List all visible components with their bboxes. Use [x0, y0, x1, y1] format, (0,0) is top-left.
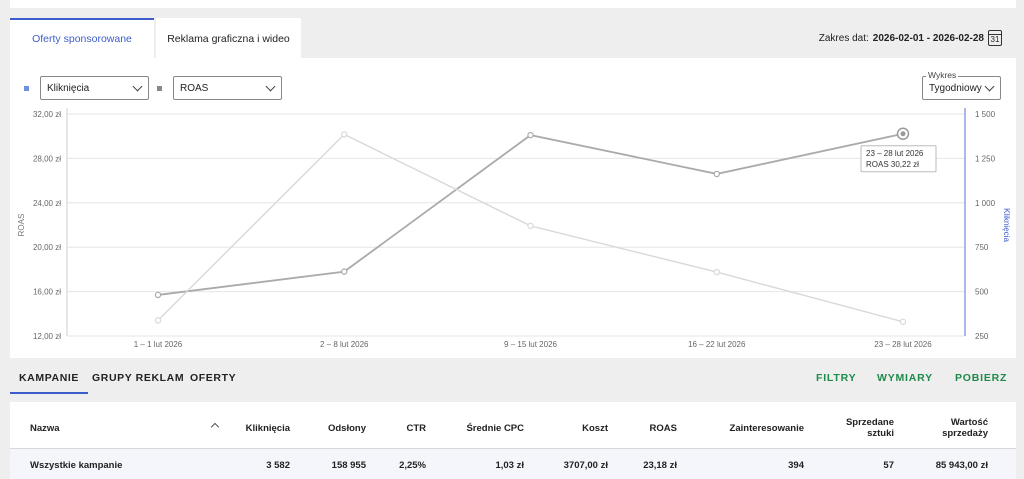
filters-button[interactable]: FILTRY	[816, 372, 857, 384]
tooltip-title: 23 – 28 lut 2026	[866, 149, 924, 158]
y-right-tick-label: 1 000	[975, 199, 996, 208]
calendar-icon[interactable]: 31	[988, 30, 1002, 46]
data-point-klikni-cia	[527, 222, 534, 230]
metric1-legend-marker	[24, 86, 29, 91]
y-right-tick-label: 250	[975, 332, 989, 341]
y-left-tick-label: 16,00 zł	[33, 288, 61, 297]
y-left-tick-label: 24,00 zł	[33, 199, 61, 208]
granularity-label: Wykres	[926, 70, 959, 80]
data-point-klikni-cia	[341, 131, 348, 138]
metric1-select-value: Kliknięcia	[47, 82, 90, 94]
y-right-tick-label: 500	[975, 288, 989, 297]
summary-cost: 3707,00 zł	[563, 460, 608, 471]
column-header-roas[interactable]: ROAS	[649, 423, 677, 434]
y-left-tick-label: 12,00 zł	[33, 332, 61, 341]
x-tick-label: 9 – 15 lut 2026	[504, 340, 557, 349]
column-header-interest[interactable]: Zainteresowanie	[729, 423, 804, 434]
data-point-roas	[527, 131, 534, 139]
campaigns-table: Nazwa Kliknięcia Odsłony CTR Średnie CPC…	[10, 402, 1016, 479]
data-point-klikni-cia	[899, 318, 907, 325]
summary-roas: 23,18 zł	[643, 460, 677, 471]
chart-panel: Kliknięcia ROAS Tygodniowy Wykres 12,00 …	[10, 58, 1016, 358]
chevron-up-icon[interactable]	[210, 422, 220, 432]
tab-campaigns[interactable]: KAMPANIE	[10, 372, 89, 394]
data-point-roas	[341, 268, 348, 275]
y-left-tick-label: 32,00 zł	[33, 110, 61, 119]
column-header-clicks[interactable]: Kliknięcia	[245, 423, 290, 434]
dimensions-button[interactable]: WYMIARY	[877, 372, 933, 384]
y-right-tick-label: 750	[975, 243, 989, 252]
table-header-row: Nazwa Kliknięcia Odsłony CTR Średnie CPC…	[10, 402, 1016, 448]
x-tick-label: 1 – 1 lut 2026	[134, 340, 183, 349]
column-header-sales-value[interactable]: Wartość sprzedaży	[942, 417, 988, 439]
metric2-legend-marker	[157, 86, 162, 91]
granularity-select-value: Tygodniowy	[929, 82, 982, 94]
chart-tooltip: 23 – 28 lut 2026 ROAS 30,22 zł	[860, 145, 937, 173]
tab-sponsored-offers[interactable]: Oferty sponsorowane	[10, 18, 154, 58]
column-header-avg-cpc[interactable]: Średnie CPC	[466, 423, 524, 434]
data-point-roas	[713, 170, 720, 178]
metric1-select[interactable]: Kliknięcia	[40, 76, 149, 100]
x-tick-label: 16 – 22 lut 2026	[688, 340, 746, 349]
tooltip-box	[860, 145, 937, 173]
results-tabs: KAMPANIE GRUPY REKLAM OFERTY FILTRY WYMI…	[10, 372, 1016, 394]
tab-display-video[interactable]: Reklama graficzna i wideo	[156, 18, 301, 58]
download-button[interactable]: POBIERZ	[955, 372, 1008, 384]
ad-type-tabs: Oferty sponsorowane Reklama graficzna i …	[10, 18, 1016, 58]
line-chart: 12,00 zł 16,00 zł 20,00 zł 24,00 zł 28,00 zł…	[17, 108, 1011, 349]
summary-impressions: 158 955	[331, 460, 366, 471]
column-header-ctr[interactable]: CTR	[406, 423, 426, 434]
summary-ctr: 2,25%	[399, 460, 426, 471]
granularity-select[interactable]: Tygodniowy	[922, 76, 1001, 100]
top-bar	[10, 0, 1016, 8]
data-point-klikni-cia	[713, 268, 720, 276]
y-right-tick-label: 1 500	[975, 110, 996, 119]
data-point-roas	[154, 291, 162, 299]
y-right-tick-label: 1 250	[975, 154, 996, 163]
tooltip-text: ROAS 30,22 zł	[866, 160, 919, 169]
y-right-axis-label: Kliknięcia	[1002, 208, 1011, 242]
column-header-name[interactable]: Nazwa	[30, 423, 60, 434]
date-range[interactable]: Zakres dat: 2026-02-01 - 2026-02-28 31	[819, 30, 1002, 46]
tab-ad-groups[interactable]: GRUPY REKLAM	[92, 372, 185, 384]
table-row[interactable]: Wszystkie kampanie 3 582 158 955 2,25% 1…	[10, 448, 1016, 479]
summary-avg-cpc: 1,03 zł	[495, 460, 524, 471]
x-tick-label: 23 – 28 lut 2026	[874, 340, 932, 349]
column-header-impressions[interactable]: Odsłony	[327, 423, 366, 434]
metric2-select[interactable]: ROAS	[173, 76, 282, 100]
summary-clicks: 3 582	[266, 460, 290, 471]
summary-units-sold: 57	[883, 460, 894, 471]
column-header-units-sold[interactable]: Sprzedane sztuki	[845, 417, 894, 439]
highlighted-point-core	[900, 131, 906, 137]
data-point-klikni-cia	[154, 317, 162, 324]
metric2-select-value: ROAS	[180, 82, 209, 94]
summary-name: Wszystkie kampanie	[30, 460, 123, 471]
tab-offers[interactable]: OFERTY	[190, 372, 237, 384]
y-left-axis-label: ROAS	[17, 214, 26, 237]
summary-sales-value: 85 943,00 zł	[935, 460, 988, 471]
date-range-value: 2026-02-01 - 2026-02-28	[872, 32, 984, 44]
x-tick-label: 2 – 8 lut 2026	[320, 340, 369, 349]
column-header-cost[interactable]: Koszt	[582, 423, 608, 434]
y-left-tick-label: 28,00 zł	[33, 154, 61, 163]
y-left-tick-label: 20,00 zł	[33, 243, 61, 252]
date-range-label: Zakres dat:	[818, 32, 869, 44]
summary-interest: 394	[788, 460, 804, 471]
